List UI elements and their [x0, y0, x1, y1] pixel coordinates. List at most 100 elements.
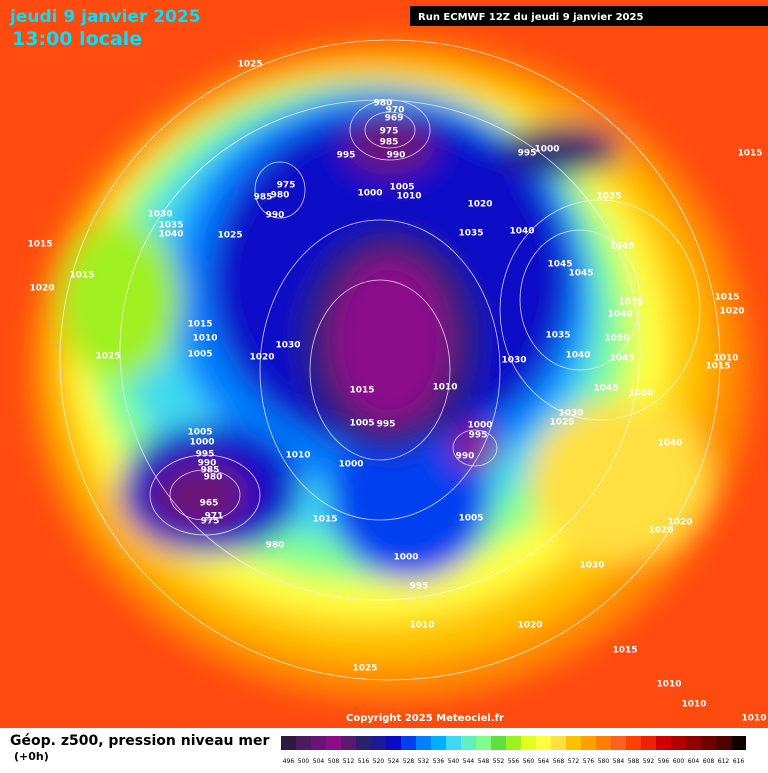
isobar-label: 1000	[393, 553, 418, 563]
isobar-label: 990	[266, 211, 285, 221]
isobar-label: 995	[410, 582, 429, 592]
isobar-label: 965	[200, 499, 219, 509]
legend-label: 508	[328, 758, 340, 765]
map-time: 13:00 locale	[12, 28, 142, 50]
legend-label: 588	[628, 758, 640, 765]
legend-label: 604	[688, 758, 700, 765]
legend-label: 520	[373, 758, 385, 765]
isobar-label: 1005	[187, 350, 212, 360]
isobar-label: 1015	[312, 515, 337, 525]
legend-label: 556	[508, 758, 520, 765]
legend-label: 584	[613, 758, 625, 765]
footer-title: Géop. z500, pression niveau mer	[10, 733, 269, 749]
isobar-label: 1015	[737, 149, 762, 159]
legend-label: 572	[568, 758, 580, 765]
copyright: Copyright 2025 Meteociel.fr	[346, 713, 504, 724]
legend-label: 500	[298, 758, 310, 765]
legend-swatch	[536, 736, 551, 750]
run-label: Run ECMWF 12Z du jeudi 9 janvier 2025	[418, 12, 643, 23]
legend-label: 548	[478, 758, 490, 765]
isobar-label: 1010	[409, 621, 434, 631]
legend-swatch	[506, 736, 521, 750]
color-legend: 496 500 504 508 512 516 520 524 528 532 536 540 544 5…	[281, 736, 746, 765]
isobar-label: 1030	[501, 356, 526, 366]
legend-swatch	[626, 736, 641, 750]
isobar-label: 990	[198, 459, 217, 469]
isobar-label: 1020	[517, 621, 542, 631]
isobar-label: 1025	[95, 352, 120, 362]
isobar-label: 1005	[389, 183, 414, 193]
isobar-label: 975	[277, 181, 296, 191]
isobar-label: 1000	[357, 189, 382, 199]
legend-swatch	[596, 736, 611, 750]
legend-label: 580	[598, 758, 610, 765]
isobar-label: 1010	[432, 383, 457, 393]
isobar-label: 1015	[187, 320, 212, 330]
map-title: jeudi 9 janvier 2025	[9, 7, 201, 27]
isobar-label: 1040	[657, 439, 682, 449]
legend-label: 564	[538, 758, 550, 765]
isobar-label: 1020	[29, 284, 54, 294]
isobar-label: 980	[374, 99, 393, 109]
legend-label: 544	[463, 758, 475, 765]
isobar-label: 1000	[467, 421, 492, 431]
legend-swatch	[356, 736, 371, 750]
legend-label: 528	[403, 758, 415, 765]
isobar-label: 995	[337, 151, 356, 161]
isobar-label: 995	[469, 431, 488, 441]
legend-swatch	[716, 736, 731, 750]
legend-label: 532	[418, 758, 430, 765]
isobar-label: 1020	[648, 526, 673, 536]
legend-label: 552	[493, 758, 505, 765]
isobar-label: 980	[204, 473, 223, 483]
isobar-label: 995	[377, 420, 396, 430]
legend-label: 592	[643, 758, 655, 765]
legend-label: 568	[553, 758, 565, 765]
legend-swatch	[551, 736, 566, 750]
isobar-label: 1040	[565, 351, 590, 361]
legend-label: 524	[388, 758, 400, 765]
isobars	[59, 39, 721, 681]
legend-swatch	[671, 736, 686, 750]
isobar-label: 1035	[545, 331, 570, 341]
isobar-label: 1020	[249, 353, 274, 363]
legend-label: 496	[283, 758, 295, 765]
isobar-label: 995	[196, 450, 215, 460]
isobar-label: 1030	[558, 409, 583, 419]
isobar-label: 1025	[549, 418, 574, 428]
legend-swatch	[326, 736, 341, 750]
isobar-label: 1030	[275, 341, 300, 351]
isobar-label: 1010	[741, 714, 766, 724]
isobar-label: 1015	[349, 386, 374, 396]
legend-swatch	[461, 736, 476, 750]
isobar-label: 1015	[612, 646, 637, 656]
legend-swatch	[401, 736, 416, 750]
isobar-label: 1030	[579, 561, 604, 571]
isobar-label: 1025	[217, 231, 242, 241]
legend-label: 616	[733, 758, 745, 765]
legend-label: 576	[583, 758, 595, 765]
isobar-label: 1045	[568, 269, 593, 279]
isobar-label: 1010	[681, 700, 706, 710]
isobar-label: 1040	[509, 227, 534, 237]
isobar-label: 1020	[467, 200, 492, 210]
legend-label: 596	[658, 758, 670, 765]
legend-label: 608	[703, 758, 715, 765]
isobar-label: 1000	[189, 438, 214, 448]
isobar-label: 970	[386, 106, 405, 116]
legend-swatch	[581, 736, 596, 750]
legend-swatch	[611, 736, 626, 750]
isobar-label: 1035	[618, 298, 643, 308]
isobar-label: 980	[271, 191, 290, 201]
legend-label: 512	[343, 758, 355, 765]
isobar-label: 985	[380, 138, 399, 148]
isobar-labels: 1025980970969975985990995975985980990100…	[27, 60, 766, 724]
isobar-label: 1010	[285, 451, 310, 461]
legend-swatch	[521, 736, 536, 750]
isobar-label: 1020	[667, 518, 692, 528]
legend-swatch	[371, 736, 386, 750]
legend-swatch	[341, 736, 356, 750]
isobar-label: 1015	[705, 362, 730, 372]
legend-label: 516	[358, 758, 370, 765]
isobar-label: 1000	[338, 460, 363, 470]
